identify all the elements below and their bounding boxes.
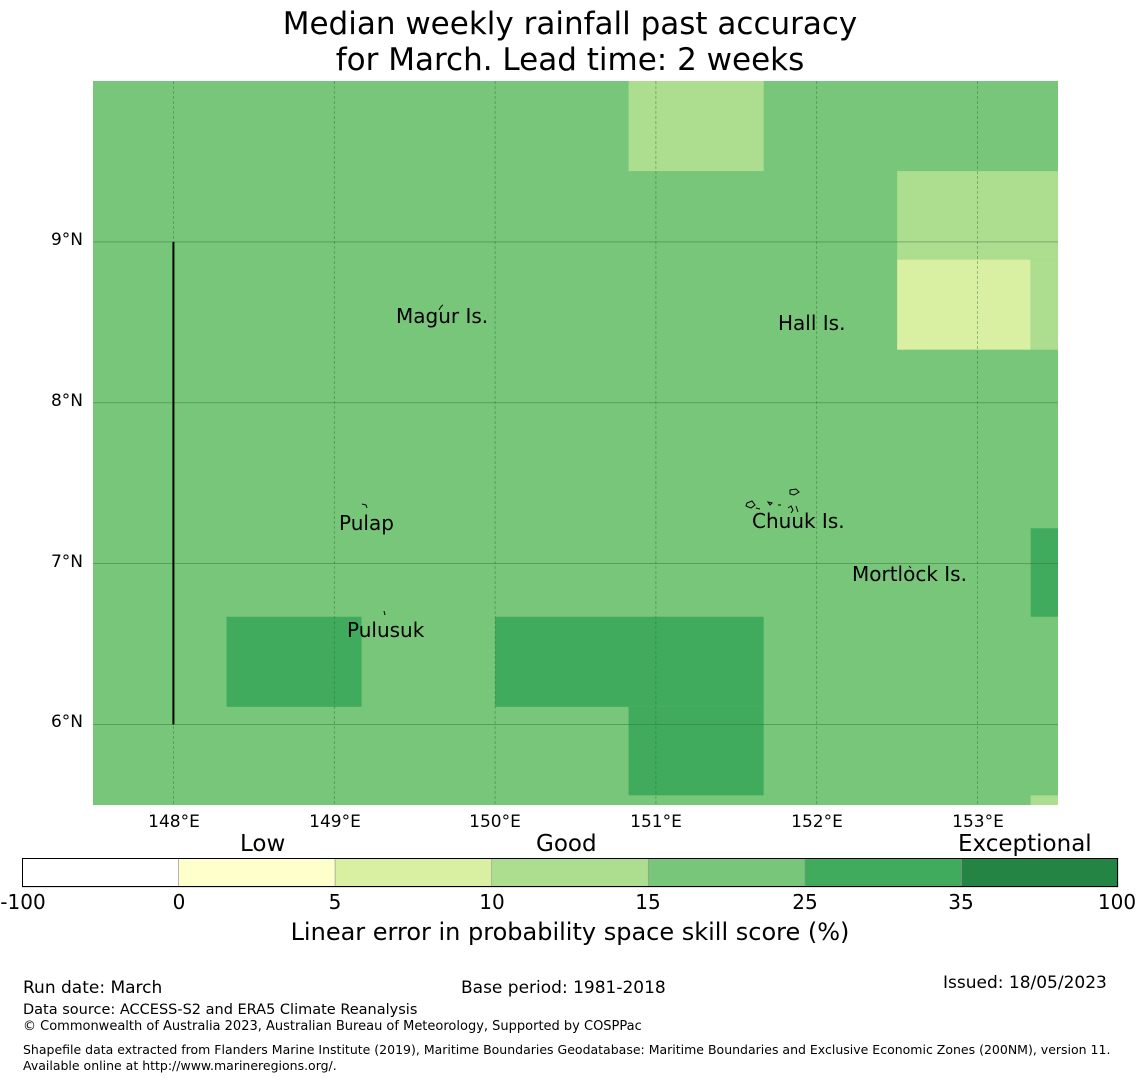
lat-label-7: 7°N: [50, 552, 83, 572]
run-date: Run date: March: [23, 978, 163, 998]
lat-label-8: 8°N: [50, 391, 83, 411]
island-chuuk-6: [787, 505, 794, 514]
tick-0: 0: [172, 890, 186, 914]
skill-cell-0: [628, 81, 764, 172]
lon-label-153: 153°E: [952, 812, 1004, 832]
colorbar-segment-6: [961, 858, 1119, 888]
category-low: Low: [240, 831, 286, 857]
island-outlines: [361, 304, 912, 616]
place-pulap: Pulap: [339, 511, 394, 535]
tick-35: 35: [948, 890, 974, 914]
title-line-1: Median weekly rainfall past accuracy: [282, 6, 858, 42]
skill-cell-6: [495, 616, 764, 707]
island-chuuk-2: [745, 500, 756, 509]
skill-cell-2: [897, 259, 1031, 350]
place-hall: Hall Is.: [778, 311, 846, 335]
tick-25: 25: [792, 890, 818, 914]
issued-date: Issued: 18/05/2023: [943, 973, 1107, 993]
place-chuuk: Chuuk Is.: [752, 509, 845, 533]
island-chuuk-7: [795, 505, 799, 513]
title-line-2: for March. Lead time: 2 weeks: [335, 42, 805, 78]
lon-label-148: 148°E: [148, 812, 200, 832]
island-pulap: [361, 503, 368, 509]
lon-label-150: 150°E: [469, 812, 521, 832]
skill-cells-layer: [93, 81, 1058, 805]
island-chuuk-1: [789, 488, 800, 496]
island-chuuk-3: [755, 507, 761, 510]
skill-cell-8: [1030, 795, 1058, 805]
island-magur: [438, 304, 444, 311]
lon-label-152: 152°E: [791, 812, 843, 832]
lat-label-9: 9°N: [50, 230, 83, 250]
tick-neg100: -100: [0, 890, 46, 914]
tick-10: 10: [479, 890, 505, 914]
skill-cell-4: [1030, 528, 1058, 617]
map-title: Median weekly rainfall past accuracy for…: [0, 6, 1140, 78]
category-exceptional: Exceptional: [958, 831, 1092, 857]
tick-100: 100: [1097, 890, 1137, 914]
colorbar-segment-1: [178, 858, 336, 888]
skill-cell-1: [897, 171, 1058, 260]
island-chuuk-4: [766, 501, 773, 506]
colorbar-segment-0: [22, 858, 179, 888]
place-magur: Magur Is.: [396, 304, 489, 328]
colorbar: [22, 858, 1119, 888]
tick-15: 15: [635, 890, 661, 914]
copyright: © Commonwealth of Australia 2023, Austra…: [23, 1019, 642, 1034]
tick-5: 5: [328, 890, 342, 914]
colorbar-segments: [22, 858, 1119, 888]
place-mortlock: Mortlock Is.: [852, 562, 967, 586]
island-pulusuk: [383, 610, 386, 616]
category-good: Good: [536, 831, 597, 857]
colorbar-label: Linear error in probability space skill …: [290, 918, 850, 946]
graticule-layer: [93, 81, 1058, 805]
lon-label-149: 149°E: [309, 812, 361, 832]
colorbar-segment-3: [491, 858, 649, 888]
skill-cell-7: [628, 706, 764, 796]
colorbar-frame: [22, 858, 1118, 887]
place-pulusuk: Pulusuk: [347, 618, 425, 642]
data-source: Data source: ACCESS-S2 and ERA5 Climate …: [23, 1002, 418, 1018]
colorbar-segment-5: [804, 858, 962, 888]
lat-label-6: 6°N: [50, 712, 83, 732]
colorbar-segment-2: [334, 858, 493, 888]
skill-cell-3: [1030, 259, 1058, 350]
base-period: Base period: 1981-2018: [461, 978, 666, 998]
shapefile-credit: Shapefile data extracted from Flanders M…: [23, 1042, 1111, 1073]
island-mortlock: [908, 565, 912, 569]
skill-cell-5: [226, 616, 362, 707]
lon-label-151: 151°E: [630, 812, 682, 832]
colorbar-segment-4: [647, 858, 806, 888]
